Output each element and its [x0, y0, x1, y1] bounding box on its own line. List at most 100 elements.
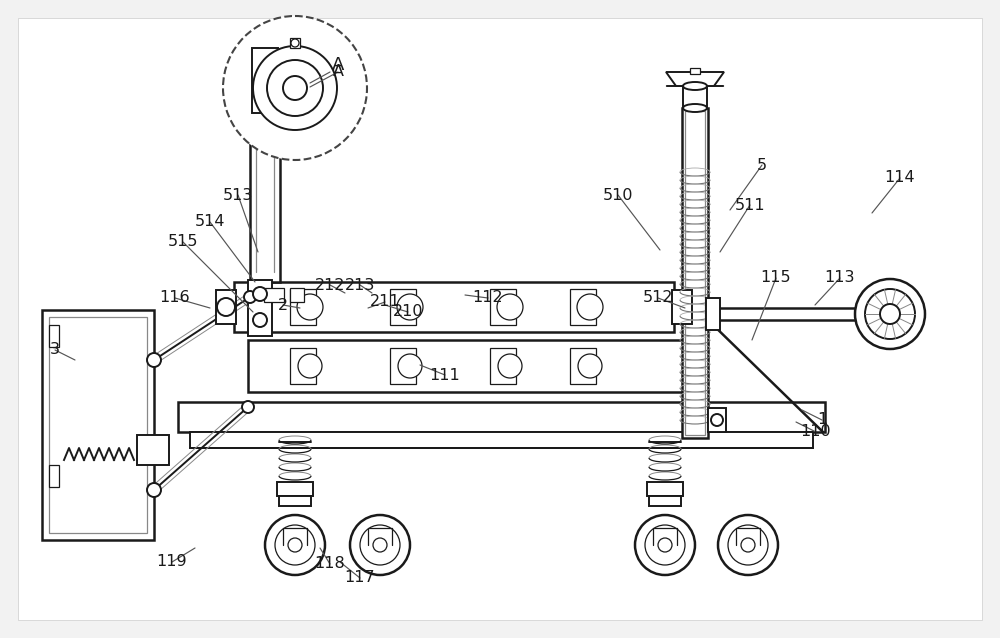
- Ellipse shape: [683, 82, 707, 90]
- Circle shape: [645, 525, 685, 565]
- Bar: [685, 111, 705, 435]
- Circle shape: [283, 76, 307, 100]
- Bar: [490, 289, 516, 325]
- Circle shape: [360, 525, 400, 565]
- Circle shape: [297, 294, 323, 320]
- Bar: [178, 402, 825, 432]
- Bar: [290, 289, 316, 325]
- Bar: [708, 308, 856, 320]
- Circle shape: [253, 287, 267, 301]
- Bar: [137, 435, 169, 465]
- Bar: [290, 348, 316, 384]
- Bar: [290, 38, 300, 48]
- Text: 119: 119: [157, 554, 187, 570]
- Circle shape: [635, 515, 695, 575]
- Circle shape: [577, 294, 603, 320]
- Ellipse shape: [683, 104, 707, 112]
- Bar: [647, 482, 683, 496]
- Bar: [216, 290, 236, 324]
- Bar: [42, 310, 154, 540]
- Bar: [190, 432, 813, 448]
- Circle shape: [267, 60, 323, 116]
- Bar: [248, 340, 688, 392]
- Circle shape: [718, 515, 778, 575]
- Bar: [49, 317, 147, 533]
- Text: 111: 111: [430, 367, 460, 383]
- Circle shape: [147, 483, 161, 497]
- Bar: [682, 108, 708, 438]
- Bar: [690, 68, 700, 74]
- Text: 211: 211: [370, 295, 400, 309]
- Bar: [390, 348, 416, 384]
- Text: 114: 114: [885, 170, 915, 186]
- Bar: [49, 465, 59, 487]
- Bar: [706, 298, 720, 330]
- Circle shape: [275, 525, 315, 565]
- Circle shape: [217, 298, 235, 316]
- Text: A: A: [332, 56, 344, 74]
- Text: 512: 512: [643, 290, 673, 306]
- Circle shape: [865, 289, 915, 339]
- Bar: [683, 86, 707, 108]
- Bar: [649, 496, 681, 506]
- Circle shape: [291, 39, 299, 47]
- Bar: [49, 325, 59, 347]
- Text: 210: 210: [393, 304, 423, 320]
- Circle shape: [350, 515, 410, 575]
- Circle shape: [855, 279, 925, 349]
- Bar: [248, 280, 272, 336]
- Text: 510: 510: [603, 188, 633, 202]
- Text: A: A: [332, 64, 344, 80]
- Text: 511: 511: [735, 198, 765, 212]
- Circle shape: [397, 294, 423, 320]
- Text: 118: 118: [315, 556, 345, 572]
- Circle shape: [498, 354, 522, 378]
- Bar: [279, 496, 311, 506]
- Text: 112: 112: [473, 290, 503, 306]
- Circle shape: [741, 538, 755, 552]
- Bar: [570, 348, 596, 384]
- Text: 5: 5: [757, 158, 767, 172]
- Circle shape: [497, 294, 523, 320]
- Circle shape: [242, 401, 254, 413]
- Polygon shape: [666, 72, 724, 86]
- Text: 515: 515: [168, 235, 198, 249]
- Text: 514: 514: [195, 214, 225, 230]
- Text: 113: 113: [825, 271, 855, 285]
- Circle shape: [728, 525, 768, 565]
- Text: 213: 213: [345, 278, 375, 292]
- Circle shape: [244, 291, 256, 303]
- Text: 116: 116: [160, 290, 190, 306]
- Bar: [290, 288, 304, 302]
- Circle shape: [578, 354, 602, 378]
- Circle shape: [253, 313, 267, 327]
- Bar: [672, 290, 692, 324]
- Text: 513: 513: [223, 188, 253, 202]
- Bar: [250, 108, 280, 282]
- Circle shape: [265, 515, 325, 575]
- Circle shape: [147, 353, 161, 367]
- Circle shape: [298, 354, 322, 378]
- Bar: [234, 282, 674, 332]
- Bar: [390, 289, 416, 325]
- Bar: [490, 348, 516, 384]
- Circle shape: [711, 414, 723, 426]
- Bar: [708, 408, 726, 432]
- Circle shape: [373, 538, 387, 552]
- Bar: [277, 482, 313, 496]
- Bar: [264, 288, 284, 302]
- Circle shape: [223, 16, 367, 160]
- Text: 110: 110: [801, 424, 831, 440]
- Bar: [252, 48, 278, 113]
- Text: 2: 2: [278, 297, 288, 313]
- Circle shape: [658, 538, 672, 552]
- Bar: [570, 289, 596, 325]
- Text: 212: 212: [315, 278, 345, 292]
- Circle shape: [880, 304, 900, 324]
- Text: 115: 115: [761, 271, 791, 285]
- Text: 3: 3: [50, 343, 60, 357]
- Circle shape: [288, 538, 302, 552]
- Text: 117: 117: [345, 570, 375, 586]
- Circle shape: [253, 46, 337, 130]
- Circle shape: [398, 354, 422, 378]
